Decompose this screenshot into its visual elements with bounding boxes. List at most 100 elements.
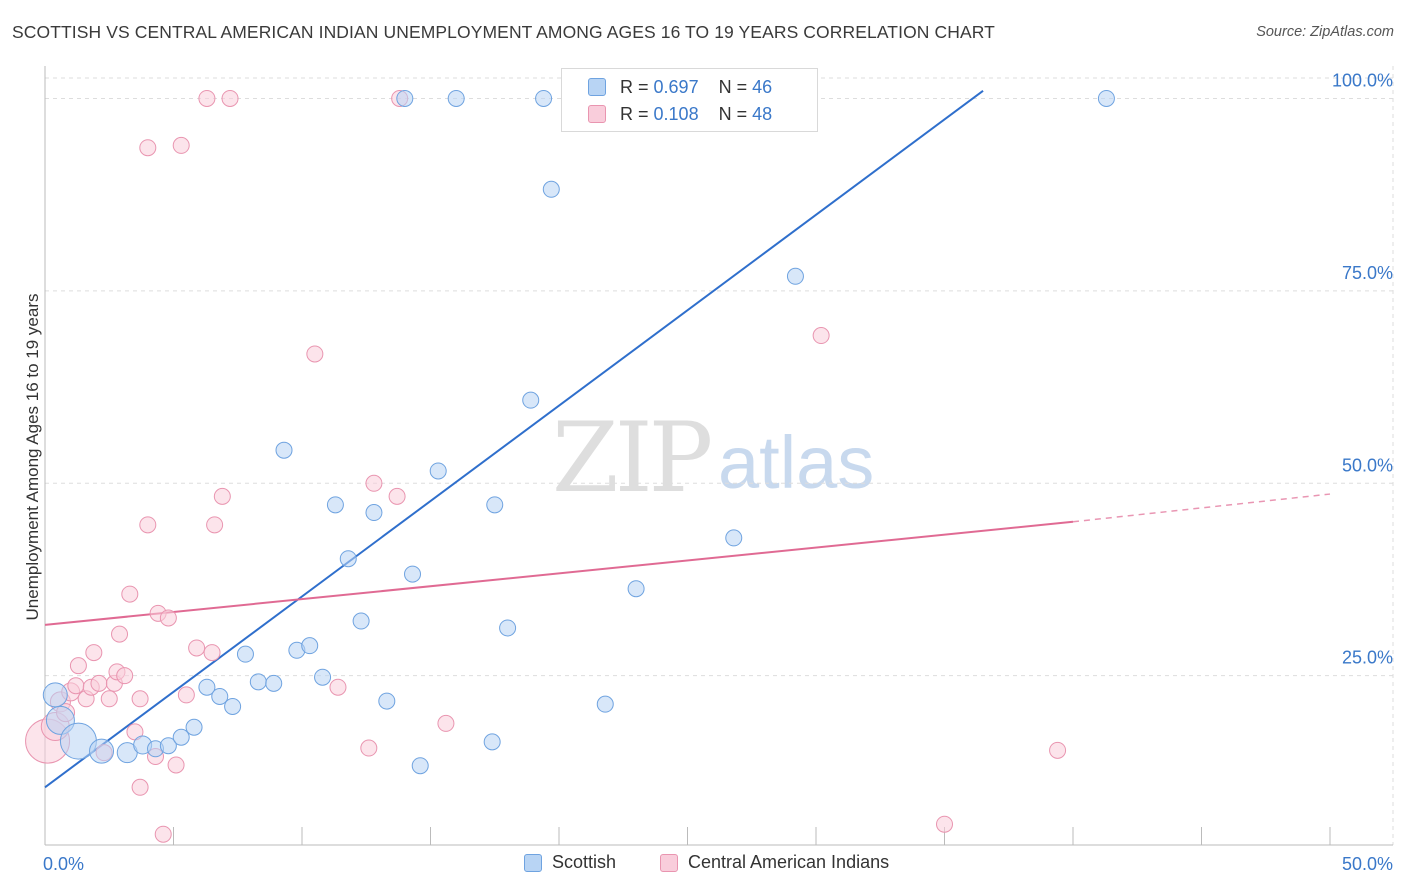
stats-row-central: R = 0.108 N = 48 (562, 100, 772, 128)
scottish-point (486, 496, 504, 514)
scottish-point (725, 529, 743, 547)
central-point (812, 327, 830, 345)
scottish-point (249, 673, 267, 691)
central-point (198, 89, 216, 107)
central-point (131, 690, 149, 708)
scottish-point (185, 718, 203, 736)
scottish-point (301, 637, 319, 655)
scottish-point (447, 89, 465, 107)
tick-labels: 25.0% 50.0% 75.0% 100.0% 0.0% 50.0% (43, 70, 1393, 874)
scottish-point (172, 728, 190, 746)
central-point (67, 677, 85, 695)
r-label: R = (620, 76, 649, 97)
watermark-zip: ZIP (552, 402, 713, 514)
y-tick-label: 25.0% (1342, 648, 1393, 668)
central-point (365, 474, 383, 492)
watermark-atlas: atlas (718, 421, 875, 504)
chart-title: SCOTTISH VS CENTRAL AMERICAN INDIAN UNEM… (12, 22, 995, 42)
scottish-swatch (524, 853, 542, 872)
scottish-point (1097, 89, 1115, 107)
x-tick-label: 50.0% (1342, 854, 1393, 874)
bottom-legend: Scottish Central American Indians (0, 852, 1406, 878)
y-tick-label: 75.0% (1342, 263, 1393, 283)
central-point (111, 625, 129, 643)
scottish-point (522, 391, 540, 409)
scottish-point (365, 504, 383, 522)
central-swatch (588, 105, 606, 123)
scottish-point (159, 737, 177, 755)
n-value: 46 (752, 76, 773, 97)
n-value: 48 (752, 103, 773, 124)
central-point (360, 739, 378, 757)
scottish-point (499, 619, 517, 637)
r-value: 0.697 (653, 76, 699, 97)
axes (44, 66, 1393, 846)
scottish-point (535, 89, 553, 107)
central-point (221, 89, 239, 107)
central-point (172, 136, 190, 154)
central-point (131, 778, 149, 796)
y-tick-label: 50.0% (1342, 455, 1393, 475)
central-point (121, 585, 139, 603)
central-point (90, 674, 108, 692)
scottish-trend-line (44, 89, 984, 789)
scottish-point (429, 462, 447, 480)
n-label: N = (718, 76, 748, 97)
legend-item-scottish[interactable]: Scottish (524, 852, 616, 873)
scottish-point (483, 733, 501, 751)
central-trend-extension (1072, 493, 1331, 523)
legend-item-central[interactable]: Central American Indians (660, 852, 889, 873)
central-point (213, 487, 231, 505)
grid-lines (45, 66, 1394, 845)
central-point (139, 139, 157, 157)
scottish-point (378, 692, 396, 710)
scottish-point (411, 757, 429, 775)
scottish-point (339, 550, 357, 568)
central-point (159, 609, 177, 627)
central-trend-line (44, 520, 1074, 626)
scottish-point (42, 682, 68, 708)
y-axis-label: Unemployment Among Ages 16 to 19 years (23, 294, 42, 621)
r-value: 0.108 (653, 103, 699, 124)
central-point (1049, 741, 1067, 759)
central-point (139, 516, 157, 534)
y-tick-label: 100.0% (1332, 70, 1393, 90)
scottish-point (326, 496, 344, 514)
scottish-point (265, 674, 283, 692)
scottish-point (236, 645, 254, 663)
central-point (188, 639, 206, 657)
stats-legend: R = 0.697 N = 46 R = 0.108 N = 48 (561, 68, 818, 132)
n-label: N = (718, 103, 748, 124)
central-point (116, 667, 134, 685)
central-point (69, 657, 87, 675)
scottish-point (198, 678, 216, 696)
scottish-point (224, 697, 242, 715)
scottish-swatch (588, 78, 606, 96)
central-point (100, 690, 118, 708)
central-point (306, 345, 324, 363)
r-label: R = (620, 103, 649, 124)
scottish-point (89, 738, 115, 764)
scottish-point (314, 668, 332, 686)
central-point (167, 756, 185, 774)
central-point (203, 644, 221, 662)
legend-label-central: Central American Indians (688, 852, 890, 872)
legend-label-scottish: Scottish (552, 852, 617, 872)
central-point (177, 686, 195, 704)
scottish-point (404, 565, 422, 583)
scottish-point (275, 441, 293, 459)
central-point (437, 714, 455, 732)
trend-lines (44, 89, 1331, 789)
scottish-point (211, 687, 229, 705)
central-point (329, 678, 347, 696)
central-point (154, 825, 172, 843)
central-swatch (660, 853, 678, 872)
scottish-point (786, 267, 804, 285)
central-point (388, 487, 406, 505)
central-point (206, 516, 224, 534)
scottish-point (596, 695, 614, 713)
central-point (936, 815, 953, 833)
scottish-point (352, 612, 370, 630)
scottish-point (396, 89, 414, 107)
